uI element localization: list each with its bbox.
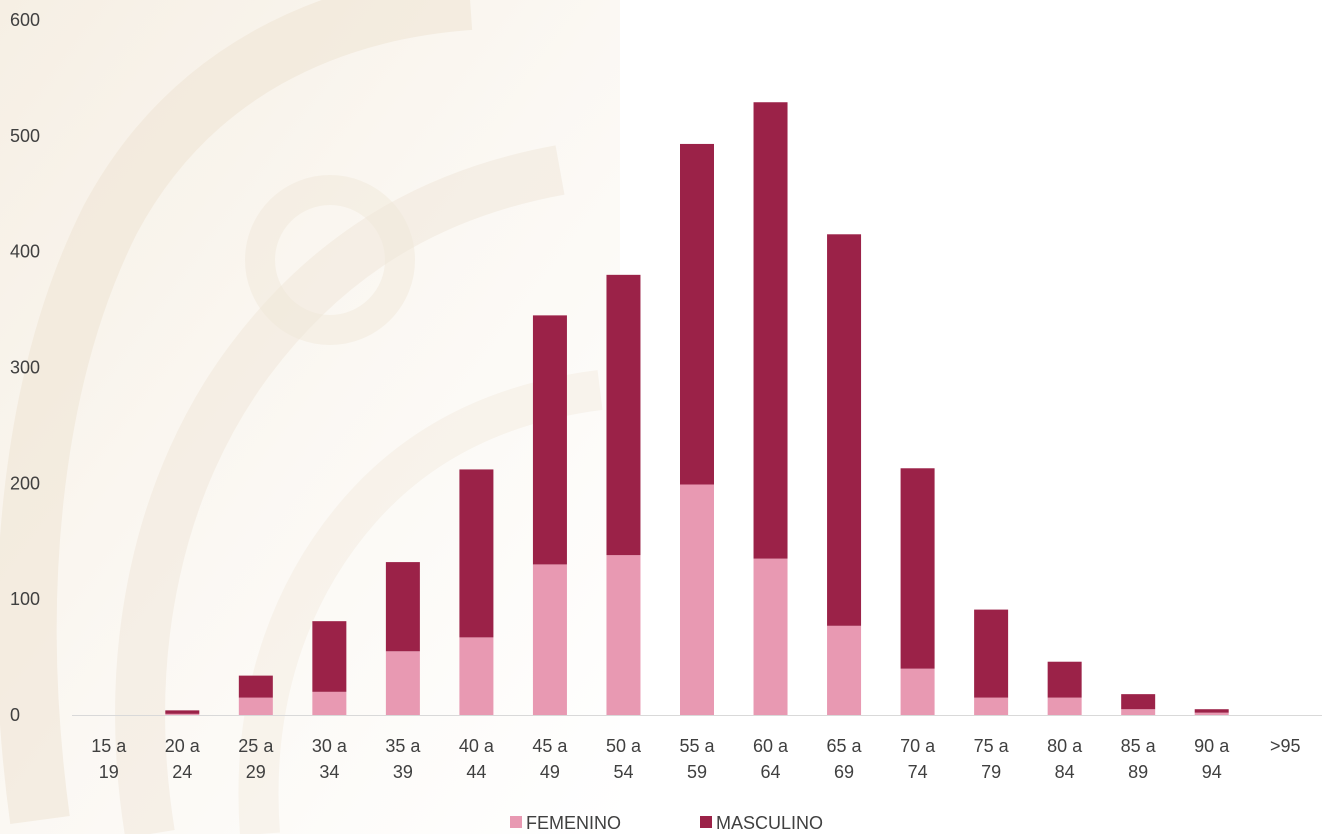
bar-masculino	[1194, 709, 1229, 713]
y-tick-label: 100	[10, 589, 40, 609]
bars-layer	[165, 102, 1229, 715]
x-axis-labels: 15 a 19 20 a 24 25 a 29 30 a 34 35 a 39 40 a 44 45 a…	[91, 736, 1300, 782]
bar-femenino	[753, 558, 788, 715]
y-tick-label: 200	[10, 473, 40, 493]
y-tick-label: 600	[10, 10, 40, 30]
y-tick-label: 500	[10, 126, 40, 146]
x-tick-label: 20 a 24	[165, 736, 201, 782]
x-tick-label: 40 a 44	[459, 736, 495, 782]
x-tick-label: 90 a 94	[1194, 736, 1230, 782]
x-tick-label: 30 a 34	[312, 736, 348, 782]
bar-masculino	[385, 562, 420, 652]
bar-femenino	[606, 555, 641, 715]
legend-swatch-femenino	[510, 816, 522, 828]
bar-femenino	[532, 564, 567, 715]
y-tick-label: 400	[10, 242, 40, 262]
bar-masculino	[165, 710, 200, 714]
y-tick-label: 0	[10, 705, 20, 725]
bar-masculino	[900, 468, 935, 669]
bar-femenino	[238, 697, 273, 715]
bar-masculino	[680, 143, 714, 485]
x-tick-label: 65 a 69	[827, 736, 863, 782]
bar-masculino	[974, 609, 1009, 698]
x-tick-label: 45 a 49	[532, 736, 568, 782]
bar-masculino	[312, 621, 347, 692]
bar-masculino	[1121, 694, 1156, 710]
legend-swatch-masculino	[700, 816, 712, 828]
bar-masculino	[532, 315, 567, 565]
legend-label-masculino: MASCULINO	[716, 813, 823, 833]
bar-masculino	[459, 469, 494, 638]
x-tick-label: 55 a 59	[679, 736, 715, 782]
x-tick-label: 15 a 19	[91, 736, 127, 782]
bar-femenino	[312, 691, 347, 715]
x-tick-label: 70 a 74	[900, 736, 936, 782]
bar-femenino	[900, 668, 935, 715]
bar-femenino	[974, 697, 1009, 715]
x-tick-label: 85 a 89	[1121, 736, 1157, 782]
bar-femenino	[1194, 712, 1229, 715]
bar-masculino	[1047, 661, 1082, 698]
x-tick-label: 60 a 64	[753, 736, 789, 782]
x-tick-label: 80 a 84	[1047, 736, 1083, 782]
bar-femenino	[1121, 709, 1156, 715]
legend: FEMENINO MASCULINO	[510, 813, 823, 833]
x-tick-label: 50 a 54	[606, 736, 642, 782]
x-tick-label: >95	[1270, 736, 1301, 756]
bar-masculino	[238, 675, 273, 698]
y-tick-label: 300	[10, 358, 40, 378]
bar-femenino	[165, 713, 200, 715]
bar-femenino	[1047, 697, 1082, 715]
x-tick-label: 35 a 39	[385, 736, 421, 782]
bar-femenino	[827, 625, 862, 715]
bar-femenino	[459, 637, 494, 715]
x-tick-label: 75 a 79	[974, 736, 1010, 782]
bar-masculino	[753, 102, 788, 559]
bar-femenino	[680, 484, 714, 715]
legend-label-femenino: FEMENINO	[526, 813, 621, 833]
x-tick-label: 25 a 29	[238, 736, 274, 782]
bar-masculino	[827, 234, 862, 626]
bar-masculino	[606, 274, 641, 556]
bar-femenino	[385, 651, 420, 715]
axis-layer: 0 100 200 300 400 500 600	[10, 10, 1322, 725]
